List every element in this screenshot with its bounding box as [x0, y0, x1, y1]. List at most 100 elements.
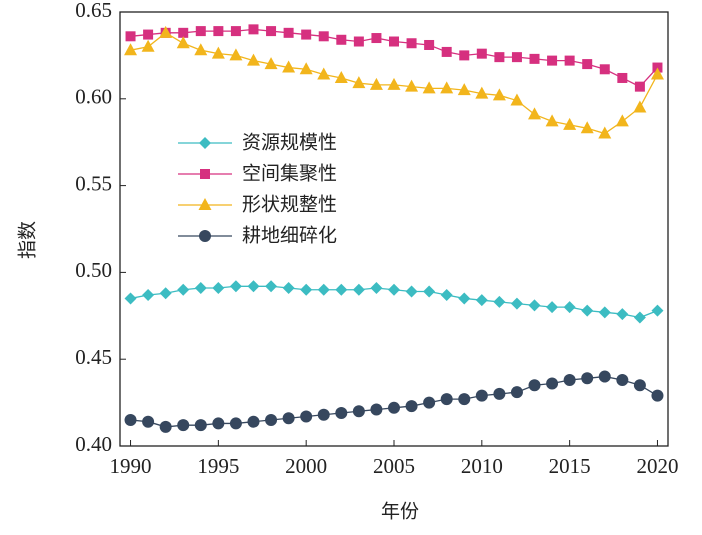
point	[194, 282, 207, 295]
point	[651, 304, 664, 317]
point	[229, 48, 243, 61]
point	[615, 114, 629, 127]
point	[388, 283, 400, 296]
point	[493, 387, 506, 400]
point	[159, 420, 172, 433]
x-tick-label: 2005	[373, 454, 415, 478]
point	[441, 46, 452, 57]
point	[650, 67, 664, 80]
point	[177, 283, 190, 296]
point	[440, 288, 453, 301]
point	[194, 419, 207, 432]
point	[546, 377, 559, 390]
point	[124, 43, 138, 56]
x-tick-label: 2010	[461, 454, 503, 478]
point	[246, 53, 260, 66]
y-tick-label: 0.40	[75, 432, 112, 456]
point	[370, 282, 383, 295]
point	[494, 52, 505, 63]
point	[282, 60, 296, 73]
point	[581, 372, 594, 385]
point	[510, 297, 523, 310]
y-tick-label: 0.55	[75, 171, 112, 195]
point	[283, 27, 294, 38]
point	[370, 403, 383, 416]
point	[198, 198, 212, 210]
y-tick-label: 0.60	[75, 85, 112, 109]
y-axis-label: 指数	[17, 221, 39, 259]
legend-label: 形状规整性	[242, 194, 337, 216]
point	[563, 117, 577, 130]
point	[616, 374, 629, 387]
point	[317, 283, 330, 296]
point	[582, 59, 593, 70]
point	[510, 93, 524, 106]
point	[212, 282, 225, 295]
point	[336, 34, 347, 45]
point	[580, 121, 594, 134]
point	[528, 379, 541, 392]
point	[194, 43, 208, 56]
point	[282, 282, 295, 295]
point	[406, 38, 417, 49]
y-tick-label: 0.50	[75, 258, 112, 282]
point	[247, 280, 260, 293]
point	[389, 36, 399, 47]
point	[124, 292, 137, 305]
point	[633, 311, 646, 324]
point	[651, 389, 664, 402]
point	[457, 83, 471, 96]
point	[545, 114, 559, 127]
point	[563, 374, 576, 387]
point	[213, 26, 224, 37]
series-line	[130, 375, 658, 428]
point	[199, 230, 211, 242]
point	[282, 412, 295, 425]
point	[598, 306, 611, 319]
point	[546, 301, 559, 314]
point	[318, 31, 329, 42]
legend-label: 空间集聚性	[242, 163, 337, 185]
point	[529, 53, 540, 64]
point	[634, 81, 645, 92]
y-tick-label: 0.65	[75, 0, 112, 22]
point	[581, 304, 594, 317]
point	[141, 39, 155, 52]
point	[405, 79, 419, 92]
point	[424, 39, 435, 50]
point	[458, 292, 471, 305]
point	[475, 294, 488, 307]
point	[124, 413, 137, 426]
point	[510, 386, 523, 399]
point	[317, 67, 331, 80]
point	[511, 52, 522, 63]
point	[528, 299, 541, 312]
point	[352, 76, 366, 89]
legend-label: 耕地细碎化	[242, 225, 337, 247]
point	[177, 419, 190, 432]
point	[458, 393, 471, 406]
point	[563, 301, 576, 314]
point	[247, 415, 260, 428]
legend-label: 资源规模性	[242, 132, 337, 154]
point	[335, 283, 348, 296]
point	[230, 26, 241, 37]
point	[405, 285, 418, 298]
point	[352, 405, 365, 418]
point	[528, 107, 542, 120]
point	[265, 280, 278, 293]
point	[598, 126, 612, 139]
point	[176, 36, 190, 49]
point	[142, 415, 155, 428]
point	[211, 46, 225, 59]
x-tick-label: 2000	[285, 454, 327, 478]
point	[405, 400, 418, 413]
point	[229, 417, 242, 430]
x-axis-label: 年份	[381, 501, 419, 523]
point	[199, 137, 211, 149]
point	[423, 285, 436, 298]
point	[195, 26, 206, 37]
point	[547, 55, 558, 66]
point	[599, 64, 610, 75]
